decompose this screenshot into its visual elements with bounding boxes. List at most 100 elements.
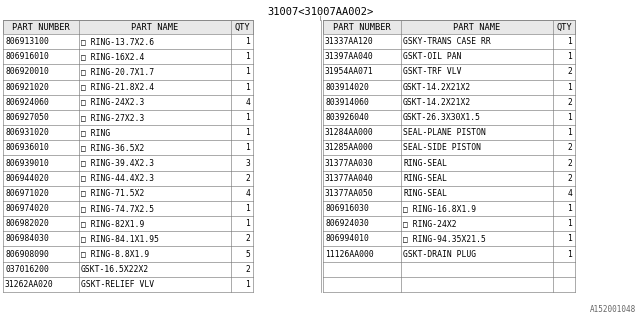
Bar	[3, 110, 253, 125]
Text: 1: 1	[567, 128, 572, 137]
Text: 4: 4	[245, 189, 250, 198]
Text: □ RING-21.8X2.4: □ RING-21.8X2.4	[81, 83, 154, 92]
Text: 4: 4	[245, 98, 250, 107]
Text: 4: 4	[567, 189, 572, 198]
Bar	[3, 34, 253, 49]
Text: □ RING-36.5X2: □ RING-36.5X2	[81, 143, 145, 152]
Bar	[3, 186, 253, 201]
Text: 806931020: 806931020	[5, 128, 49, 137]
Text: □ RING-94.35X21.5: □ RING-94.35X21.5	[403, 234, 486, 244]
Text: GSKT-RELIEF VLV: GSKT-RELIEF VLV	[81, 280, 154, 289]
Text: GSKT-14.2X21X2: GSKT-14.2X21X2	[403, 98, 471, 107]
Bar	[3, 277, 253, 292]
Text: 806984030: 806984030	[5, 234, 49, 244]
Bar	[3, 231, 253, 246]
Bar	[3, 64, 253, 80]
Bar	[3, 246, 253, 262]
Text: 5: 5	[245, 250, 250, 259]
Text: □ RING-8.8X1.9: □ RING-8.8X1.9	[81, 250, 149, 259]
Bar	[3, 216, 253, 231]
Text: 806924060: 806924060	[5, 98, 49, 107]
Text: 1: 1	[245, 219, 250, 228]
Text: 806939010: 806939010	[5, 158, 49, 167]
Bar	[323, 64, 575, 80]
Text: □ RING-82X1.9: □ RING-82X1.9	[81, 219, 145, 228]
Text: 806916030: 806916030	[325, 204, 369, 213]
Text: 2: 2	[245, 174, 250, 183]
Text: 806944020: 806944020	[5, 174, 49, 183]
Text: 2: 2	[567, 158, 572, 167]
Text: 1: 1	[245, 204, 250, 213]
Bar	[323, 246, 575, 262]
Text: 806908090: 806908090	[5, 250, 49, 259]
Bar	[323, 110, 575, 125]
Text: 1: 1	[245, 128, 250, 137]
Text: 1: 1	[245, 113, 250, 122]
Text: 2: 2	[567, 68, 572, 76]
Text: SEAL-SIDE PISTON: SEAL-SIDE PISTON	[403, 143, 481, 152]
Text: 806994010: 806994010	[325, 234, 369, 244]
Bar	[323, 186, 575, 201]
Bar	[3, 171, 253, 186]
Bar	[3, 201, 253, 216]
Text: □ RING-27X2.3: □ RING-27X2.3	[81, 113, 145, 122]
Text: GSKT-26.3X30X1.5: GSKT-26.3X30X1.5	[403, 113, 481, 122]
Bar	[323, 231, 575, 246]
Bar	[323, 34, 575, 49]
Text: 806974020: 806974020	[5, 204, 49, 213]
Text: 31007<31007AA002>: 31007<31007AA002>	[267, 7, 373, 17]
Bar	[323, 216, 575, 231]
Text: 806936010: 806936010	[5, 143, 49, 152]
Text: □ RING-74.7X2.5: □ RING-74.7X2.5	[81, 204, 154, 213]
Text: 2: 2	[567, 174, 572, 183]
Text: 803926040: 803926040	[325, 113, 369, 122]
Text: 1: 1	[567, 250, 572, 259]
Text: 2: 2	[567, 98, 572, 107]
Bar	[323, 49, 575, 64]
Text: 1: 1	[567, 234, 572, 244]
Text: 31954AA071: 31954AA071	[325, 68, 374, 76]
Text: 1: 1	[245, 68, 250, 76]
Text: 806913100: 806913100	[5, 37, 49, 46]
Text: □ RING-20.7X1.7: □ RING-20.7X1.7	[81, 68, 154, 76]
Text: GSKT-TRF VLV: GSKT-TRF VLV	[403, 68, 461, 76]
Bar	[323, 125, 575, 140]
Text: □ RING-13.7X2.6: □ RING-13.7X2.6	[81, 37, 154, 46]
Bar	[3, 80, 253, 95]
Bar	[323, 277, 575, 292]
Text: A152001048: A152001048	[589, 305, 636, 314]
Bar	[323, 20, 575, 34]
Text: 2: 2	[567, 143, 572, 152]
Bar	[323, 262, 575, 277]
Text: □ RING-71.5X2: □ RING-71.5X2	[81, 189, 145, 198]
Text: 1: 1	[245, 280, 250, 289]
Text: 31285AA000: 31285AA000	[325, 143, 374, 152]
Text: 803914060: 803914060	[325, 98, 369, 107]
Text: 1: 1	[567, 113, 572, 122]
Bar	[3, 49, 253, 64]
Text: 806916010: 806916010	[5, 52, 49, 61]
Text: □ RING-16.8X1.9: □ RING-16.8X1.9	[403, 204, 476, 213]
Text: RING-SEAL: RING-SEAL	[403, 189, 447, 198]
Text: 806927050: 806927050	[5, 113, 49, 122]
Text: 806924030: 806924030	[325, 219, 369, 228]
Text: 037016200: 037016200	[5, 265, 49, 274]
Text: PART NUMBER: PART NUMBER	[333, 22, 391, 31]
Text: 31377AA050: 31377AA050	[325, 189, 374, 198]
Text: 1: 1	[245, 83, 250, 92]
Text: 2: 2	[245, 265, 250, 274]
Text: □ RING-84.1X1.95: □ RING-84.1X1.95	[81, 234, 159, 244]
Text: □ RING-39.4X2.3: □ RING-39.4X2.3	[81, 158, 154, 167]
Bar	[3, 125, 253, 140]
Text: SEAL-PLANE PISTON: SEAL-PLANE PISTON	[403, 128, 486, 137]
Text: 806982020: 806982020	[5, 219, 49, 228]
Text: □ RING: □ RING	[81, 128, 110, 137]
Text: PART NUMBER: PART NUMBER	[12, 22, 70, 31]
Text: 11126AA000: 11126AA000	[325, 250, 374, 259]
Text: 3: 3	[245, 158, 250, 167]
Text: 31337AA120: 31337AA120	[325, 37, 374, 46]
Bar	[3, 140, 253, 156]
Text: 31262AA020: 31262AA020	[5, 280, 54, 289]
Text: □ RING-16X2.4: □ RING-16X2.4	[81, 52, 145, 61]
Text: 806921020: 806921020	[5, 83, 49, 92]
